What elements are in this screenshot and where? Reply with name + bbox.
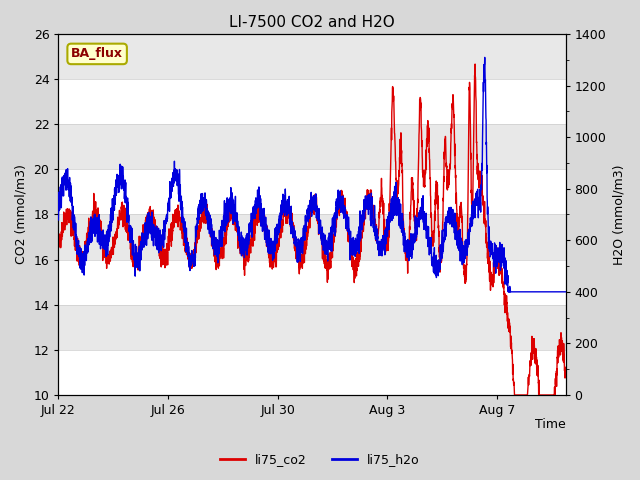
Text: BA_flux: BA_flux — [71, 48, 123, 60]
Bar — [58, 79, 566, 124]
Bar — [58, 350, 566, 395]
Bar — [58, 124, 566, 169]
Bar — [58, 260, 566, 305]
Bar — [58, 169, 566, 215]
Title: LI-7500 CO2 and H2O: LI-7500 CO2 and H2O — [229, 15, 395, 30]
Bar — [58, 305, 566, 350]
Y-axis label: H2O (mmol/m3): H2O (mmol/m3) — [612, 164, 625, 264]
X-axis label: Time: Time — [535, 419, 566, 432]
Bar — [58, 34, 566, 79]
Legend: li75_co2, li75_h2o: li75_co2, li75_h2o — [215, 448, 425, 471]
Bar — [58, 215, 566, 260]
Y-axis label: CO2 (mmol/m3): CO2 (mmol/m3) — [15, 165, 28, 264]
